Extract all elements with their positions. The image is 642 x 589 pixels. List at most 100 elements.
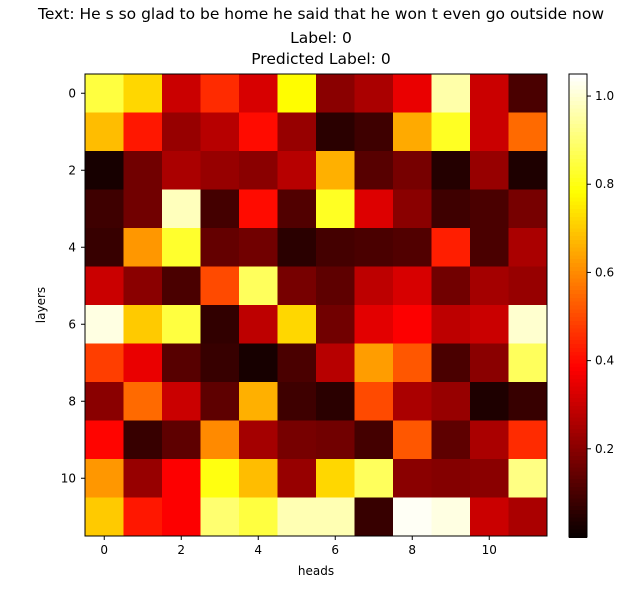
colorbar-segment xyxy=(569,97,587,102)
heatmap-cell-r1-c2 xyxy=(162,112,202,152)
heatmap-cell-r3-c6 xyxy=(316,189,356,229)
colorbar-segment xyxy=(569,158,587,164)
heatmap-cell-r0-c0 xyxy=(85,74,125,114)
colorbar-segment xyxy=(569,332,587,338)
colorbar-tick-label: 0.2 xyxy=(595,442,614,456)
heatmap-cell-r0-c8 xyxy=(393,74,433,114)
heatmap-cell-r8-c10 xyxy=(470,382,510,422)
colorbar-segment xyxy=(569,498,587,504)
heatmap-cell-r7-c8 xyxy=(393,343,433,383)
y-tick-label: 8 xyxy=(68,394,76,408)
heatmap-cell-r5-c11 xyxy=(508,266,548,306)
heatmap-cell-r8-c3 xyxy=(200,382,240,422)
heatmap-cell-r10-c4 xyxy=(239,459,279,499)
colorbar-segment xyxy=(569,77,587,83)
heatmap-cell-r9-c9 xyxy=(431,420,471,460)
heatmap-cell-r10-c2 xyxy=(162,459,202,499)
colorbar-segment xyxy=(569,209,587,214)
heatmap-cell-r2-c3 xyxy=(200,151,240,191)
colorbar-segment xyxy=(569,255,587,260)
colorbar-segment xyxy=(569,502,587,507)
heatmap-cell-r6-c10 xyxy=(470,305,510,345)
colorbar-segment xyxy=(569,220,587,226)
colorbar-segment xyxy=(569,162,587,168)
heatmap-cell-r2-c5 xyxy=(277,151,317,191)
heatmap-cell-r2-c2 xyxy=(162,151,202,191)
colorbar-segment xyxy=(569,363,587,369)
heatmap-cell-r3-c8 xyxy=(393,189,433,229)
colorbar-segment xyxy=(569,151,587,156)
heatmap-cell-r11-c0 xyxy=(85,497,125,537)
heatmap-cell-r4-c2 xyxy=(162,228,202,268)
heatmap-cell-r3-c11 xyxy=(508,189,548,229)
heatmap-cell-r11-c7 xyxy=(354,497,394,537)
heatmap-cell-r6-c9 xyxy=(431,305,471,345)
colorbar-segment xyxy=(569,131,587,137)
heatmap-cell-r4-c5 xyxy=(277,228,317,268)
colorbar-segment xyxy=(569,378,587,384)
heatmap-cell-r1-c7 xyxy=(354,112,394,152)
colorbar-segment xyxy=(569,228,587,233)
colorbar-segment xyxy=(569,374,587,380)
heatmap-cell-r1-c11 xyxy=(508,112,548,152)
colorbar-segment xyxy=(569,390,587,396)
heatmap-cell-r7-c6 xyxy=(316,343,356,383)
heatmap-cell-r4-c11 xyxy=(508,228,548,268)
heatmap-axes: 0 2 4 6 8 10 0 2 4 6 8 10 heads layers xyxy=(34,73,548,578)
heatmap-cell-r10-c10 xyxy=(470,459,510,499)
colorbar-segment xyxy=(569,525,587,531)
colorbar-segment xyxy=(569,355,587,361)
colorbar-segment xyxy=(569,247,587,253)
heatmap-cell-r6-c5 xyxy=(277,305,317,345)
colorbar-segment xyxy=(569,344,587,349)
chart-title-label: Label: 0 xyxy=(290,29,352,47)
heatmap-cell-r3-c7 xyxy=(354,189,394,229)
colorbar-segment xyxy=(569,212,587,218)
colorbar-segment xyxy=(569,266,587,272)
colorbar-segment xyxy=(569,232,587,237)
heatmap-cell-r5-c3 xyxy=(200,266,240,306)
colorbar-segment xyxy=(569,436,587,442)
heatmap-cell-r5-c1 xyxy=(123,266,163,306)
colorbar-segment xyxy=(569,432,587,438)
heatmap-cell-r9-c5 xyxy=(277,420,317,460)
colorbar-segment xyxy=(569,452,587,457)
heatmap-cell-r2-c9 xyxy=(431,151,471,191)
heatmap-cell-r7-c1 xyxy=(123,343,163,383)
colorbar-frame xyxy=(568,73,588,538)
heatmap-cell-r5-c6 xyxy=(316,266,356,306)
heatmap-cell-r0-c3 xyxy=(200,74,240,114)
colorbar-segment xyxy=(569,479,587,484)
heatmap-cell-r10-c6 xyxy=(316,459,356,499)
heatmap-cell-r2-c6 xyxy=(316,151,356,191)
colorbar-segment xyxy=(569,297,587,303)
colorbar-segment xyxy=(569,224,587,230)
colorbar-segment xyxy=(569,398,587,403)
heatmap-cell-r0-c6 xyxy=(316,74,356,114)
colorbar-segment xyxy=(569,347,587,353)
colorbar-segment xyxy=(569,286,587,291)
colorbar-segment xyxy=(569,386,587,392)
x-tick-label: 0 xyxy=(100,543,108,557)
heatmap-cell-r4-c8 xyxy=(393,228,433,268)
heatmap-cell-r6-c4 xyxy=(239,305,279,345)
heatmap-cell-r11-c11 xyxy=(508,497,548,537)
colorbar-segment xyxy=(569,112,587,118)
colorbar-segment xyxy=(569,216,587,222)
heatmap-cell-r10-c7 xyxy=(354,459,394,499)
heatmap-cell-r11-c5 xyxy=(277,497,317,537)
colorbar-segment xyxy=(569,85,587,91)
heatmap-cell-r0-c10 xyxy=(470,74,510,114)
heatmap-cell-r7-c5 xyxy=(277,343,317,383)
heatmap-cell-r11-c10 xyxy=(470,497,510,537)
x-tick-label: 8 xyxy=(408,543,416,557)
colorbar-segment xyxy=(569,317,587,322)
colorbar-segment xyxy=(569,155,587,160)
heatmap-cell-r3-c2 xyxy=(162,189,202,229)
heatmap-cell-r11-c3 xyxy=(200,497,240,537)
heatmap-cell-r10-c5 xyxy=(277,459,317,499)
heatmap-cell-r8-c6 xyxy=(316,382,356,422)
colorbar-segment xyxy=(569,193,587,199)
colorbar-segment xyxy=(569,201,587,206)
heatmap-cell-r8-c9 xyxy=(431,382,471,422)
